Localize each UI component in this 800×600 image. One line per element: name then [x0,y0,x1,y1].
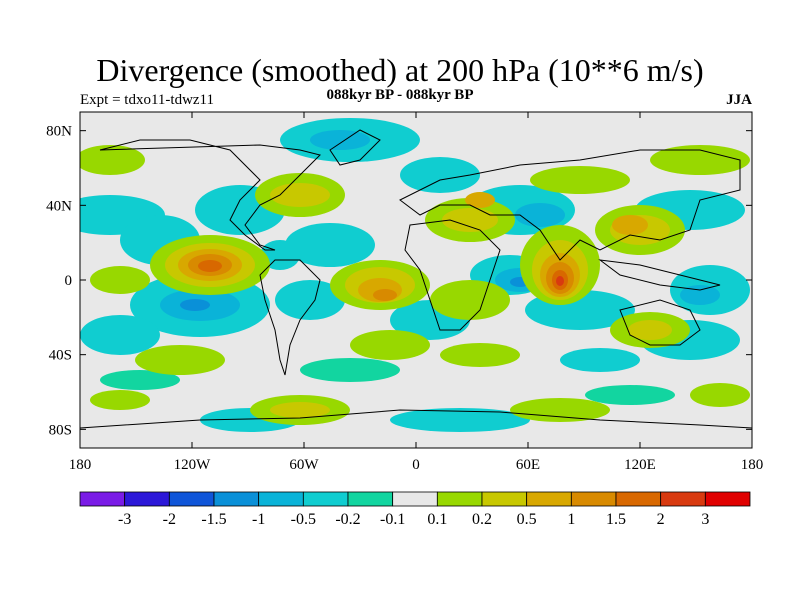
colorbar-swatch [302,491,349,507]
colorbar-label: 1.5 [606,511,626,528]
colorbar-label: -0.2 [335,511,360,528]
colorbar-label: -1 [252,511,265,528]
colorbar-label: 1 [567,511,575,528]
axis-ticks [79,112,753,448]
lon-tick-label: 60W [289,457,319,473]
colorbar-swatch [347,491,394,507]
experiment-label: Expt = tdxo11-tdwz11 [80,92,214,108]
colorbar-swatch [436,491,483,507]
colorbar-label: -1.5 [201,511,226,528]
colorbar-swatch [79,491,126,507]
colorbar-swatch [570,491,617,507]
lon-tick-label: 180 [741,457,764,473]
colorbar-swatch [124,491,170,507]
colorbar-swatch [213,491,260,507]
colorbar-swatch [704,491,751,507]
divergence-field [80,118,750,432]
lat-tick-label: 40S [49,348,72,364]
colorbar-label: -2 [163,511,176,528]
coastlines [80,129,752,429]
colorbar-swatch [660,491,706,507]
colorbar: -3 -2 -1.5 -1 -0.5 -0.2 -0.1 0.1 0.2 0.5 1 1.5 2 3 [79,491,751,528]
lon-tick-label: 180 [69,457,92,473]
colorbar-label: -3 [118,511,131,528]
colorbar-swatch [392,491,438,507]
colorbar-label: 3 [701,511,709,528]
lat-tick-label: 40N [46,198,72,214]
colorbar-swatch [168,491,215,507]
colorbar-label: 2 [657,511,665,528]
colorbar-swatch [615,491,662,507]
colorbar-label: -0.5 [291,511,316,528]
colorbar-swatch [258,491,304,507]
lon-tick-label: 0 [412,457,420,473]
lon-tick-label: 120W [174,457,212,473]
lat-tick-label: 80S [49,422,72,438]
axis-labels: 80N 40N 0 40S 80S 180 120W 60W 0 60E 120E 180 [46,124,763,473]
period-label: 088kyr BP - 088kyr BP [326,87,474,103]
lat-tick-label: 80N [46,124,72,140]
lat-tick-label: 0 [65,273,73,289]
season-label: JJA [726,92,752,108]
colorbar-label: 0.5 [517,511,537,528]
colorbar-label: -0.1 [380,511,405,528]
colorbar-swatch [526,491,572,507]
plot-title: Divergence (smoothed) at 200 hPa (10**6 … [96,52,704,88]
colorbar-swatch [481,491,528,507]
lon-tick-label: 120E [624,457,656,473]
colorbar-label: 0.2 [472,511,492,528]
colorbar-label: 0.1 [427,511,447,528]
lon-tick-label: 60E [516,457,540,473]
